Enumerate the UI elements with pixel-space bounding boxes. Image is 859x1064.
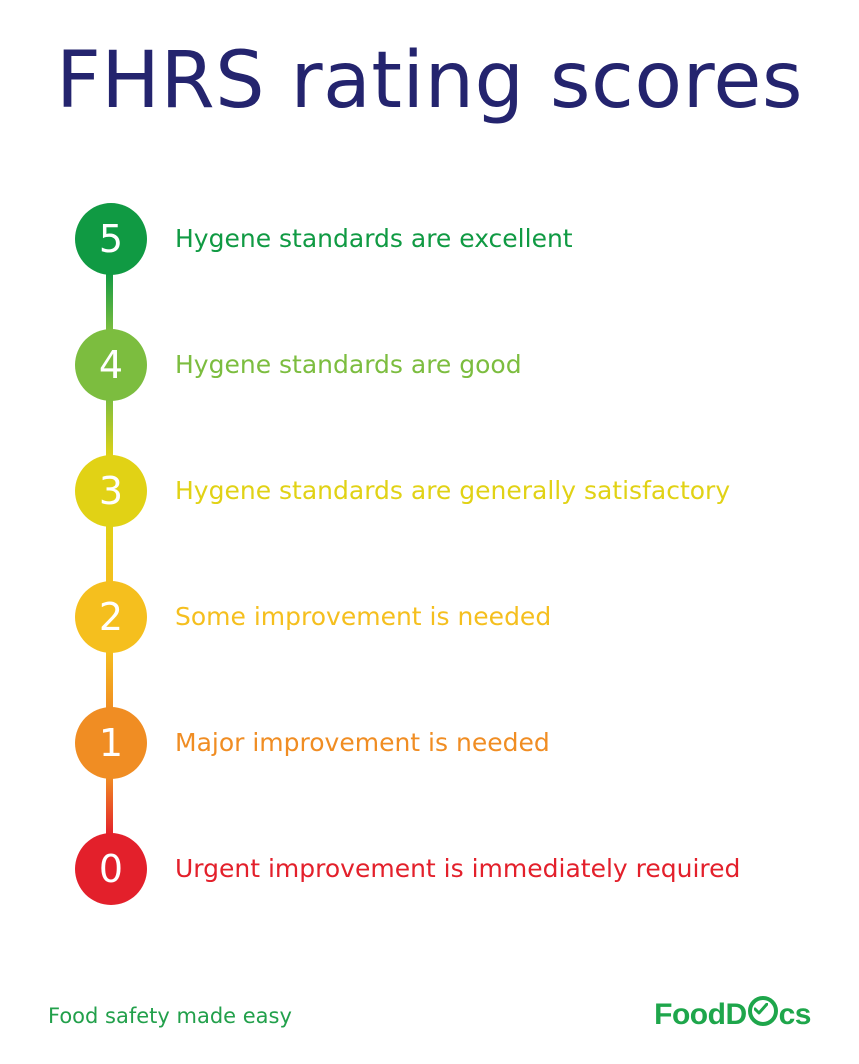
score-badge: 5 — [75, 203, 147, 275]
page-title: FHRS rating scores — [55, 36, 804, 126]
score-badge: 3 — [75, 455, 147, 527]
rating-description: Some improvement is needed — [175, 602, 552, 631]
rating-row-5: 5 Hygene standards are excellent — [75, 203, 835, 275]
rating-description: Hygene standards are generally satisfact… — [175, 476, 731, 505]
footer-tagline: Food safety made easy — [48, 1004, 292, 1028]
rating-description: Hygene standards are excellent — [175, 224, 573, 253]
rating-row-0: 0 Urgent improvement is immediately requi… — [75, 833, 835, 905]
rating-row-3: 3 Hygene standards are generally satisfac… — [75, 455, 835, 527]
rating-row-2: 2 Some improvement is needed — [75, 581, 835, 653]
score-badge: 2 — [75, 581, 147, 653]
rating-description: Hygene standards are good — [175, 350, 522, 379]
timeline-connector — [106, 777, 113, 835]
fooddocs-logo: FoodD cs — [654, 996, 812, 1032]
score-badge: 1 — [75, 707, 147, 779]
score-badge: 0 — [75, 833, 147, 905]
rating-description: Urgent improvement is immediately requir… — [175, 854, 741, 883]
score-badge: 4 — [75, 329, 147, 401]
rating-description: Major improvement is needed — [175, 728, 550, 757]
rating-row-4: 4 Hygene standards are good — [75, 329, 835, 401]
timeline-connector — [106, 651, 113, 709]
logo-text-prefix: FoodD — [654, 998, 747, 1031]
rating-row-1: 1 Major improvement is needed — [75, 707, 835, 779]
timeline-connector — [106, 273, 113, 331]
timeline-connector — [106, 525, 113, 583]
logo-text-suffix: cs — [778, 998, 812, 1031]
checkmark-icon — [747, 996, 778, 1026]
timeline-connector — [106, 399, 113, 457]
